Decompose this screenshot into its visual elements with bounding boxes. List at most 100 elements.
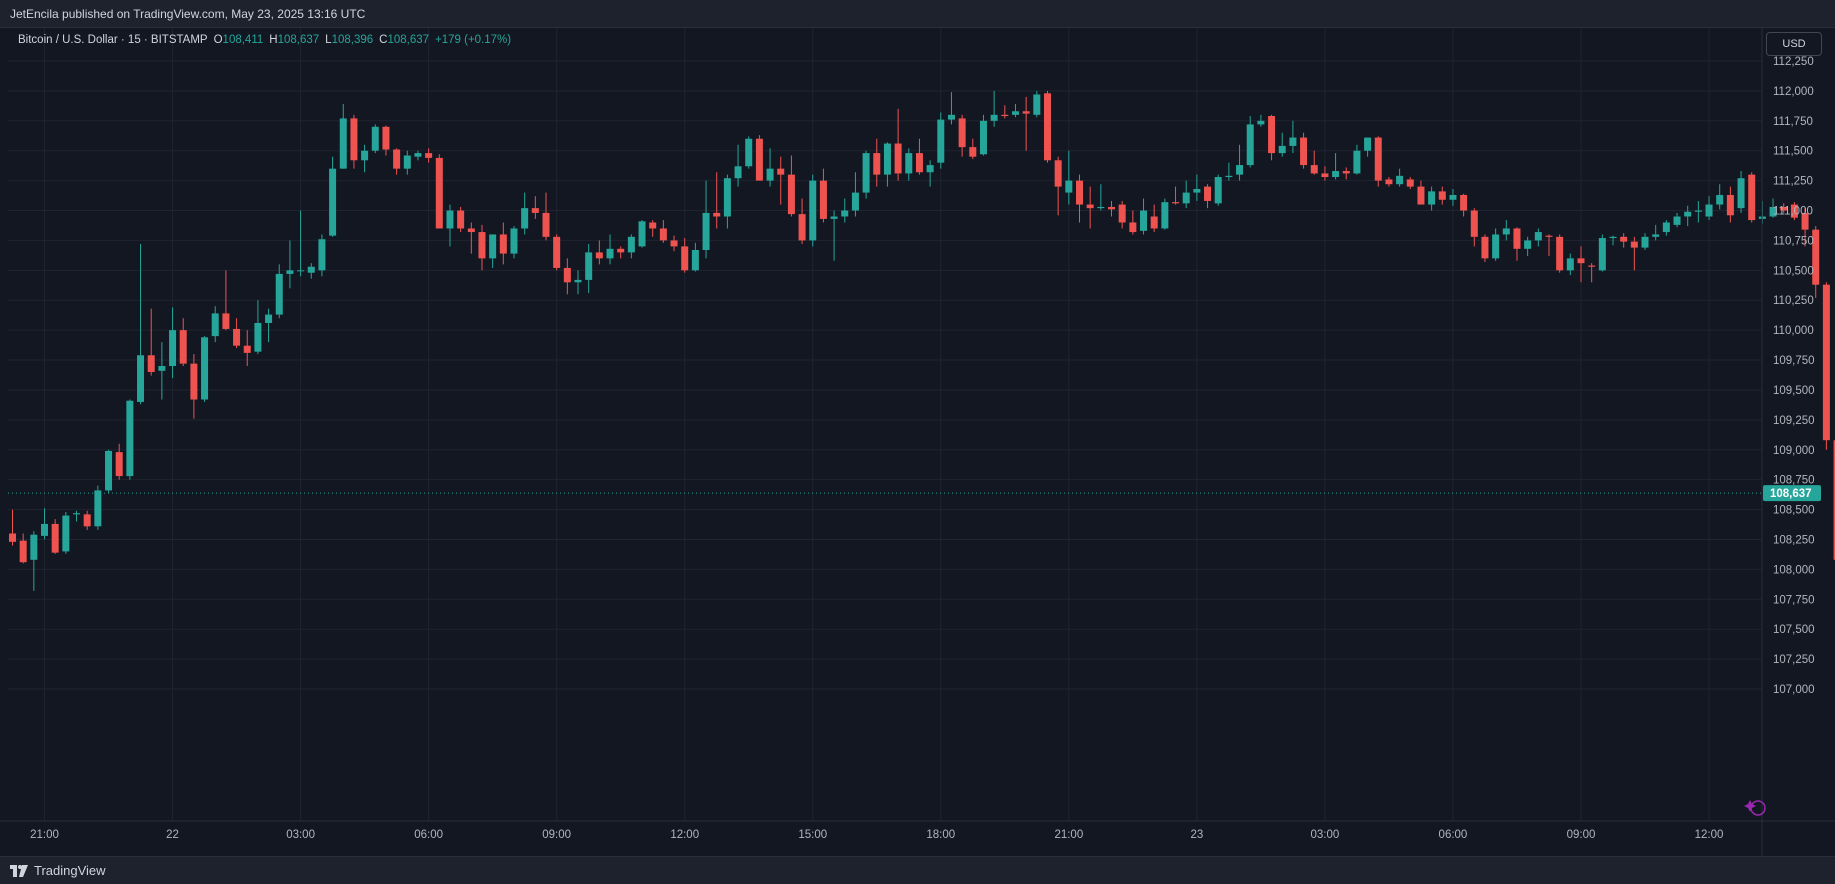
candle[interactable] bbox=[1108, 200, 1116, 217]
candle[interactable] bbox=[553, 234, 561, 271]
candle[interactable] bbox=[467, 222, 475, 254]
candle[interactable] bbox=[1438, 186, 1446, 205]
candle[interactable] bbox=[670, 235, 678, 252]
candle[interactable] bbox=[1737, 171, 1745, 213]
candle[interactable] bbox=[265, 308, 273, 343]
candle[interactable] bbox=[1620, 233, 1628, 248]
candle[interactable] bbox=[1460, 193, 1468, 217]
candle[interactable] bbox=[1289, 120, 1297, 154]
candle[interactable] bbox=[222, 270, 230, 331]
candle[interactable] bbox=[1406, 177, 1414, 189]
candle[interactable] bbox=[1822, 282, 1830, 450]
candle[interactable] bbox=[1342, 167, 1350, 180]
candle[interactable] bbox=[745, 136, 753, 169]
candle[interactable] bbox=[286, 240, 294, 289]
candle[interactable] bbox=[702, 180, 710, 259]
candle[interactable] bbox=[990, 90, 998, 127]
candle[interactable] bbox=[947, 92, 955, 125]
candle[interactable] bbox=[1812, 226, 1820, 298]
candle[interactable] bbox=[446, 204, 454, 247]
candle[interactable] bbox=[617, 246, 625, 259]
candle[interactable] bbox=[30, 531, 38, 591]
candle[interactable] bbox=[1716, 184, 1724, 210]
candle[interactable] bbox=[787, 155, 795, 217]
candle[interactable] bbox=[62, 511, 70, 554]
candle[interactable] bbox=[1705, 196, 1713, 221]
candle[interactable] bbox=[873, 138, 881, 187]
candle[interactable] bbox=[361, 144, 369, 173]
candle[interactable] bbox=[1577, 246, 1585, 283]
candle[interactable] bbox=[1332, 153, 1340, 180]
candle[interactable] bbox=[105, 449, 113, 493]
sparkle-icon[interactable] bbox=[1744, 800, 1766, 816]
candle[interactable] bbox=[1630, 236, 1638, 271]
candle[interactable] bbox=[1470, 208, 1478, 247]
candle[interactable] bbox=[1534, 228, 1542, 247]
candle[interactable] bbox=[1150, 204, 1158, 233]
candle[interactable] bbox=[1086, 186, 1094, 229]
candle[interactable] bbox=[1396, 168, 1404, 187]
candle[interactable] bbox=[1353, 144, 1361, 175]
candle[interactable] bbox=[73, 510, 81, 522]
candle[interactable] bbox=[542, 192, 550, 241]
candle[interactable] bbox=[798, 198, 806, 245]
candle[interactable] bbox=[531, 196, 539, 219]
candle[interactable] bbox=[1043, 90, 1051, 163]
candle[interactable] bbox=[606, 234, 614, 265]
candle[interactable] bbox=[681, 238, 689, 273]
candle[interactable] bbox=[1268, 114, 1276, 161]
candle[interactable] bbox=[1001, 105, 1009, 119]
candle[interactable] bbox=[1161, 198, 1169, 230]
candle[interactable] bbox=[179, 318, 187, 367]
candle[interactable] bbox=[147, 308, 155, 376]
candle[interactable] bbox=[969, 138, 977, 160]
candle[interactable] bbox=[1641, 233, 1649, 250]
candle[interactable] bbox=[1321, 166, 1329, 181]
candlestick-chart[interactable]: 107,000 107,250 107,500 107,750 108,000 108,2… bbox=[0, 28, 1835, 856]
candle[interactable] bbox=[414, 150, 422, 161]
chart-area[interactable]: 107,000 107,250 107,500 107,750 108,000 108,2… bbox=[0, 28, 1835, 856]
candle[interactable] bbox=[297, 210, 305, 277]
candle[interactable] bbox=[1769, 198, 1777, 218]
candle[interactable] bbox=[1300, 132, 1308, 169]
candle[interactable] bbox=[1118, 200, 1126, 229]
candle[interactable] bbox=[457, 206, 465, 233]
candle[interactable] bbox=[371, 124, 379, 154]
candle[interactable] bbox=[1556, 234, 1564, 273]
candle[interactable] bbox=[723, 174, 731, 229]
candle[interactable] bbox=[1524, 236, 1532, 256]
symbol-label[interactable]: Bitcoin / U.S. Dollar · 15 · BITSTAMP bbox=[18, 34, 208, 46]
candle[interactable] bbox=[233, 318, 241, 349]
candle[interactable] bbox=[1428, 186, 1436, 211]
candle[interactable] bbox=[937, 112, 945, 169]
candle[interactable] bbox=[339, 104, 347, 169]
candle[interactable] bbox=[830, 210, 838, 261]
candle[interactable] bbox=[275, 264, 283, 319]
candle[interactable] bbox=[478, 224, 486, 271]
currency-button[interactable]: USD bbox=[1766, 32, 1822, 56]
candle[interactable] bbox=[1054, 156, 1062, 216]
candle[interactable] bbox=[809, 174, 817, 247]
candle[interactable] bbox=[41, 508, 49, 540]
candle[interactable] bbox=[1236, 144, 1244, 181]
candle[interactable] bbox=[1566, 253, 1574, 276]
candle[interactable] bbox=[254, 300, 262, 355]
candle[interactable] bbox=[563, 258, 571, 295]
candle[interactable] bbox=[1225, 162, 1233, 181]
candle[interactable] bbox=[435, 154, 443, 229]
candle[interactable] bbox=[489, 234, 497, 268]
candle[interactable] bbox=[585, 244, 593, 294]
candle[interactable] bbox=[755, 135, 763, 181]
candle[interactable] bbox=[499, 222, 507, 265]
candle[interactable] bbox=[905, 148, 913, 181]
candle[interactable] bbox=[1033, 90, 1041, 118]
candle[interactable] bbox=[734, 144, 742, 187]
candle[interactable] bbox=[1204, 184, 1212, 209]
candle[interactable] bbox=[1492, 228, 1500, 261]
candle[interactable] bbox=[1097, 184, 1105, 211]
candle[interactable] bbox=[211, 306, 219, 343]
candle[interactable] bbox=[649, 220, 657, 237]
candle[interactable] bbox=[595, 240, 603, 265]
candle[interactable] bbox=[169, 307, 177, 378]
candle[interactable] bbox=[883, 142, 891, 187]
